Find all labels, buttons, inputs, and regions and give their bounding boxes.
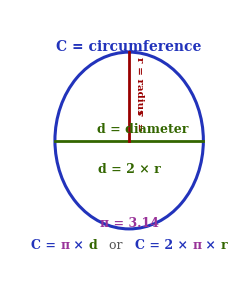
- Text: C =: C =: [31, 239, 60, 252]
- Text: d = 2 × r: d = 2 × r: [98, 163, 161, 176]
- Text: π: π: [192, 239, 201, 252]
- Text: r = radius: r = radius: [135, 57, 144, 115]
- Text: r: r: [221, 239, 227, 252]
- Text: C = circumference: C = circumference: [56, 40, 202, 54]
- Text: π: π: [60, 239, 70, 252]
- Text: ×: ×: [201, 239, 221, 252]
- Text: ×: ×: [70, 239, 89, 252]
- Text: r  =: r =: [135, 110, 144, 132]
- Text: = 2 ×: = 2 ×: [145, 239, 192, 252]
- Text: π = 3.14: π = 3.14: [100, 217, 159, 230]
- Text: d: d: [89, 239, 98, 252]
- Text: C: C: [135, 239, 145, 252]
- Text: d = diameter: d = diameter: [97, 123, 188, 136]
- Text: or: or: [98, 239, 135, 252]
